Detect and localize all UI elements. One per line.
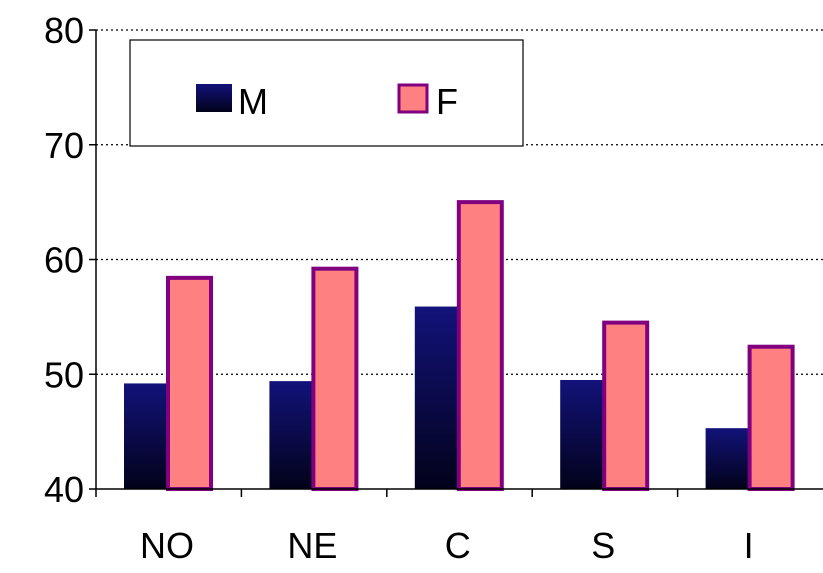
legend-box bbox=[129, 39, 524, 147]
bar-f-i bbox=[747, 344, 795, 491]
x-tick-label: NE bbox=[287, 525, 337, 566]
bar-f-no bbox=[166, 275, 213, 491]
bar-f-c bbox=[456, 200, 504, 491]
x-tick-label: C bbox=[445, 525, 471, 566]
bars bbox=[124, 200, 795, 491]
y-tick-label: 40 bbox=[44, 469, 84, 510]
axes: 40 50 60 70 80 NO NE C S I bbox=[44, 10, 823, 566]
legend-label-f: F bbox=[436, 81, 458, 122]
y-tick-label: 70 bbox=[44, 125, 84, 166]
bar-m-s bbox=[560, 379, 604, 489]
y-tick-label: 60 bbox=[44, 240, 84, 281]
x-tick-label: S bbox=[591, 525, 615, 566]
x-tick-label: I bbox=[744, 525, 754, 566]
y-tick-label: 50 bbox=[44, 354, 84, 395]
legend-label-m: M bbox=[238, 81, 268, 122]
legend-swatch-m bbox=[196, 84, 232, 112]
legend: M F bbox=[129, 39, 524, 147]
bar-f-s bbox=[602, 320, 650, 491]
bar-m-ne bbox=[269, 381, 313, 489]
y-tick-label: 80 bbox=[44, 10, 84, 51]
legend-swatch-f bbox=[397, 83, 429, 114]
bar-m-i bbox=[705, 428, 749, 489]
x-tick-label: NO bbox=[140, 525, 194, 566]
bar-m-no bbox=[124, 383, 167, 489]
bar-f-ne bbox=[311, 266, 359, 491]
bar-m-c bbox=[414, 306, 458, 489]
